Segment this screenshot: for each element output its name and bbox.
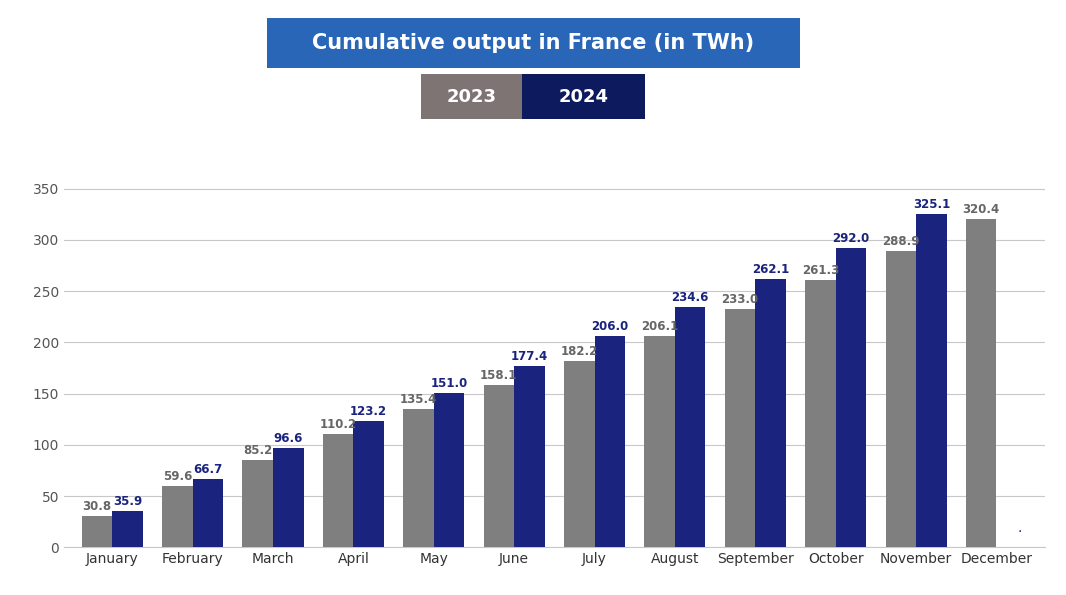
Text: 123.2: 123.2: [350, 405, 387, 418]
Text: Cumulative output in France (in TWh): Cumulative output in France (in TWh): [312, 33, 754, 53]
Text: 30.8: 30.8: [82, 500, 112, 513]
Bar: [403, 409, 434, 547]
Text: 233.0: 233.0: [722, 293, 759, 306]
Text: 2024: 2024: [559, 87, 609, 106]
Bar: [162, 486, 193, 547]
Bar: [564, 361, 595, 547]
Text: 110.2: 110.2: [320, 418, 357, 431]
Text: 292.0: 292.0: [833, 232, 870, 245]
Bar: [484, 386, 514, 547]
Text: 288.9: 288.9: [882, 235, 920, 248]
Bar: [595, 336, 625, 547]
Bar: [644, 336, 675, 547]
Text: 182.2: 182.2: [561, 345, 598, 358]
Text: 66.7: 66.7: [193, 463, 223, 476]
Bar: [756, 279, 786, 547]
Bar: [193, 479, 223, 547]
Text: 158.1: 158.1: [480, 369, 517, 383]
Text: 320.4: 320.4: [963, 203, 1000, 216]
Text: 177.4: 177.4: [511, 349, 548, 362]
Text: 96.6: 96.6: [274, 433, 303, 445]
Text: 234.6: 234.6: [672, 291, 709, 304]
Text: 261.3: 261.3: [802, 264, 839, 277]
Bar: [886, 251, 916, 547]
Bar: [675, 307, 706, 547]
Bar: [966, 219, 997, 547]
Bar: [82, 516, 112, 547]
Bar: [836, 248, 867, 547]
Bar: [112, 511, 143, 547]
Bar: [725, 309, 756, 547]
Text: 325.1: 325.1: [912, 198, 950, 211]
Text: 85.2: 85.2: [243, 444, 272, 457]
Text: ·: ·: [1018, 525, 1022, 539]
Bar: [273, 449, 304, 547]
Text: 262.1: 262.1: [752, 263, 789, 275]
Bar: [916, 214, 947, 547]
Text: 35.9: 35.9: [113, 494, 142, 508]
Bar: [323, 434, 353, 547]
Text: 2023: 2023: [447, 87, 497, 106]
Text: 135.4: 135.4: [400, 393, 437, 406]
Text: 206.0: 206.0: [592, 320, 629, 333]
Text: 59.6: 59.6: [163, 470, 192, 483]
Bar: [353, 421, 384, 547]
Text: 151.0: 151.0: [431, 377, 468, 390]
Bar: [434, 393, 465, 547]
Bar: [514, 365, 545, 547]
Text: 206.1: 206.1: [641, 320, 678, 333]
Bar: [242, 460, 273, 547]
Bar: [805, 280, 836, 547]
